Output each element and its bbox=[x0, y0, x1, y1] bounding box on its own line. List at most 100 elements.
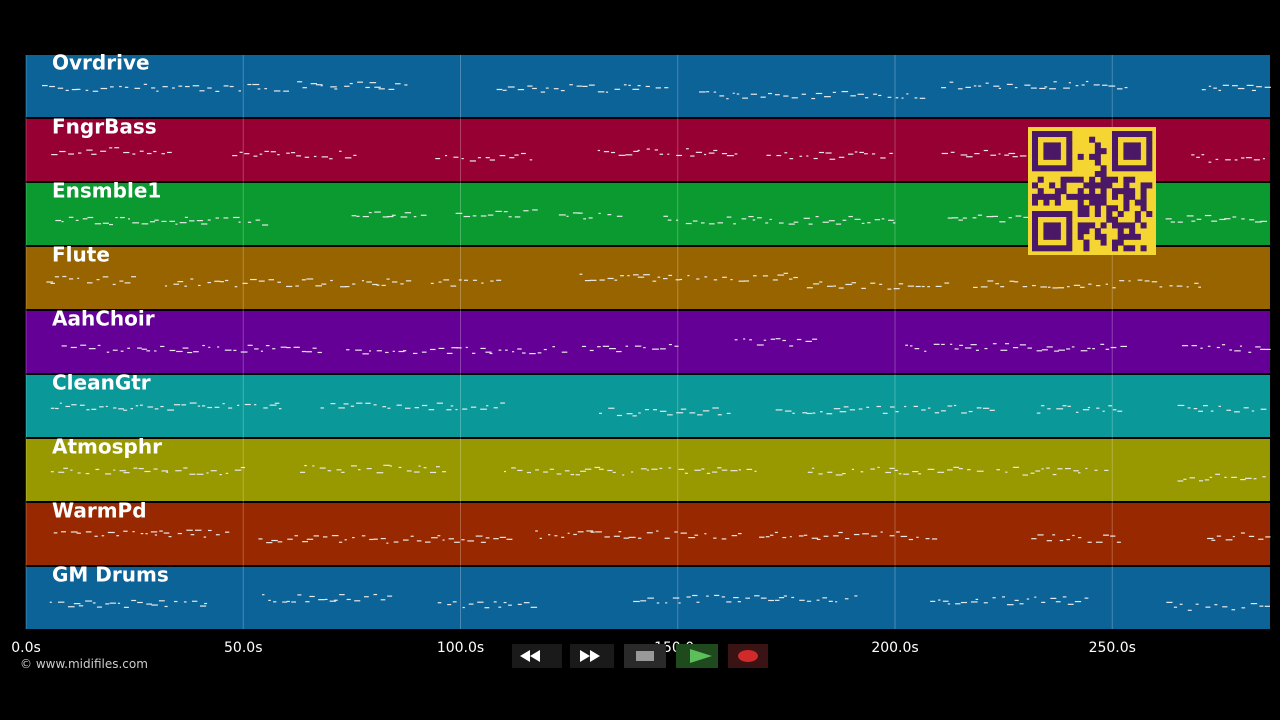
qr-module bbox=[1129, 165, 1136, 172]
qr-module bbox=[1112, 148, 1119, 155]
qr-module bbox=[1123, 131, 1130, 138]
qr-module bbox=[1049, 233, 1056, 240]
qr-module bbox=[1054, 245, 1061, 252]
qr-module bbox=[1060, 165, 1067, 172]
qr-module bbox=[1094, 148, 1101, 155]
qr-module bbox=[1089, 176, 1096, 183]
rewind-icon bbox=[520, 650, 540, 662]
qr-module bbox=[1134, 233, 1141, 240]
qr-module bbox=[1094, 182, 1101, 189]
qr-module bbox=[1077, 222, 1084, 229]
qr-module bbox=[1032, 193, 1039, 200]
qr-module bbox=[1054, 142, 1061, 149]
qr-module bbox=[1043, 211, 1050, 218]
qr-module bbox=[1106, 176, 1113, 183]
qr-module bbox=[1077, 176, 1084, 183]
qr-module bbox=[1100, 233, 1107, 240]
qr-module bbox=[1072, 176, 1079, 183]
track-name: Atmosphr bbox=[52, 435, 162, 459]
qr-module bbox=[1094, 171, 1101, 178]
qr-module bbox=[1066, 165, 1073, 172]
qr-module bbox=[1140, 165, 1147, 172]
qr-module bbox=[1043, 199, 1050, 206]
qr-module bbox=[1089, 193, 1096, 200]
qr-module bbox=[1043, 153, 1050, 160]
qr-module bbox=[1094, 205, 1101, 212]
qr-module bbox=[1049, 153, 1056, 160]
qr-module bbox=[1072, 193, 1079, 200]
note-pattern bbox=[50, 464, 1266, 482]
qr-module bbox=[1066, 176, 1073, 183]
qr-module bbox=[1089, 222, 1096, 229]
qr-module bbox=[1077, 228, 1084, 235]
qr-module bbox=[1094, 159, 1101, 166]
qr-module bbox=[1146, 159, 1153, 166]
qr-module bbox=[1049, 228, 1056, 235]
qr-module bbox=[1037, 131, 1044, 138]
qr-module bbox=[1032, 136, 1039, 143]
qr-module bbox=[1066, 239, 1073, 246]
qr-module bbox=[1037, 165, 1044, 172]
qr-module bbox=[1129, 222, 1136, 229]
qr-module bbox=[1049, 211, 1056, 218]
record-icon bbox=[738, 650, 758, 662]
qr-module bbox=[1054, 228, 1061, 235]
qr-module bbox=[1146, 165, 1153, 172]
qr-code bbox=[1028, 127, 1156, 255]
track-name: GM Drums bbox=[52, 563, 169, 587]
qr-module bbox=[1049, 142, 1056, 149]
qr-module bbox=[1083, 193, 1090, 200]
qr-module bbox=[1146, 211, 1153, 218]
qr-module bbox=[1112, 131, 1119, 138]
note-pattern bbox=[42, 80, 1271, 100]
track-labels: Ovrdrive FngrBass Ensmble1 Flute AahChoir Cle… bbox=[52, 51, 169, 587]
qr-module bbox=[1032, 131, 1039, 138]
qr-module bbox=[1123, 176, 1130, 183]
qr-module bbox=[1060, 176, 1067, 183]
qr-module bbox=[1146, 131, 1153, 138]
qr-module bbox=[1112, 142, 1119, 149]
qr-module bbox=[1077, 188, 1084, 195]
qr-module bbox=[1060, 188, 1067, 195]
qr-module bbox=[1060, 182, 1067, 189]
qr-module bbox=[1089, 136, 1096, 143]
qr-module bbox=[1083, 228, 1090, 235]
qr-module bbox=[1049, 131, 1056, 138]
track-name: Flute bbox=[52, 243, 110, 267]
qr-module bbox=[1054, 153, 1061, 160]
qr-module bbox=[1032, 148, 1039, 155]
qr-module bbox=[1123, 205, 1130, 212]
qr-module bbox=[1060, 131, 1067, 138]
qr-module bbox=[1077, 153, 1084, 160]
qr-module bbox=[1100, 239, 1107, 246]
qr-module bbox=[1083, 211, 1090, 218]
qr-module bbox=[1146, 148, 1153, 155]
qr-module bbox=[1134, 153, 1141, 160]
qr-module bbox=[1066, 131, 1073, 138]
qr-module bbox=[1094, 199, 1101, 206]
qr-module bbox=[1123, 193, 1130, 200]
qr-module bbox=[1100, 171, 1107, 178]
qr-module bbox=[1054, 188, 1061, 195]
transport-controls bbox=[512, 644, 768, 668]
qr-module bbox=[1117, 188, 1124, 195]
qr-module bbox=[1100, 165, 1107, 172]
qr-module bbox=[1140, 199, 1147, 206]
qr-module bbox=[1049, 222, 1056, 229]
qr-module bbox=[1083, 222, 1090, 229]
note-pattern bbox=[49, 593, 1271, 611]
note-pattern bbox=[46, 272, 1202, 290]
qr-module bbox=[1134, 211, 1141, 218]
qr-module bbox=[1112, 205, 1119, 212]
qr-module bbox=[1129, 153, 1136, 160]
qr-module bbox=[1112, 188, 1119, 195]
qr-module bbox=[1066, 193, 1073, 200]
qr-module bbox=[1100, 222, 1107, 229]
qr-module bbox=[1123, 165, 1130, 172]
qr-module bbox=[1043, 222, 1050, 229]
qr-module bbox=[1123, 222, 1130, 229]
qr-module bbox=[1146, 136, 1153, 143]
time-tick-label: 50.0s bbox=[224, 640, 262, 656]
qr-module bbox=[1129, 245, 1136, 252]
note-pattern bbox=[53, 529, 1271, 544]
